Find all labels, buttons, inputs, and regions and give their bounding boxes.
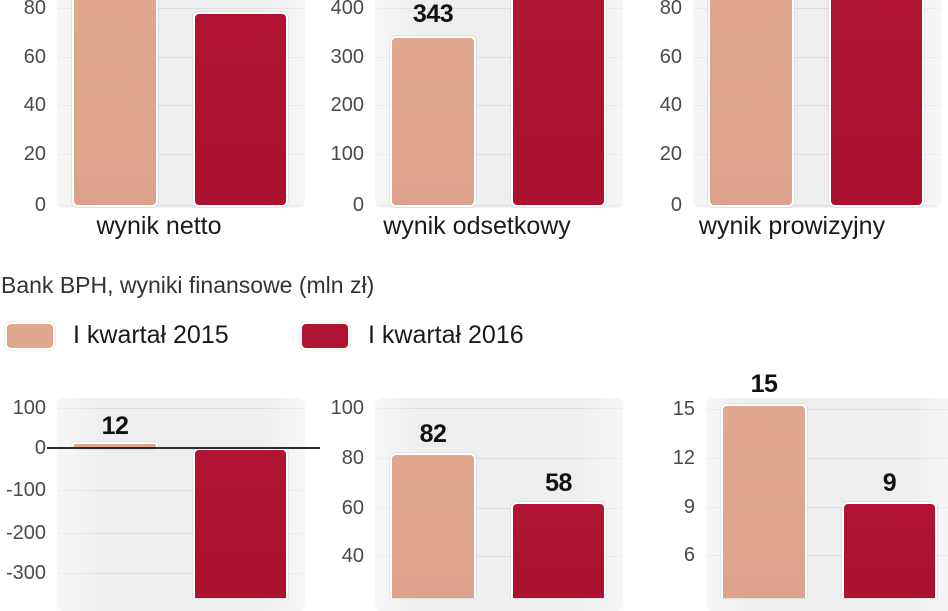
y-tick-label: 0 xyxy=(34,437,46,459)
y-tick-label: 9 xyxy=(683,496,695,518)
bar-2016 xyxy=(829,0,924,207)
gridline xyxy=(375,458,623,459)
bar-2015 xyxy=(390,36,476,207)
chart-bottom-right: 15 12 9 6 15 9 xyxy=(636,370,948,611)
y-tick-label: 20 xyxy=(659,143,682,165)
gridline xyxy=(375,205,623,206)
value-label-2015: 343 xyxy=(412,0,454,28)
gridline xyxy=(57,533,305,534)
y-tick-label: 400 xyxy=(330,0,364,19)
category-label: wynik odsetkowy xyxy=(383,212,571,240)
gridline xyxy=(375,408,623,409)
gridline xyxy=(693,205,941,206)
y-tick-label: 20 xyxy=(23,143,46,165)
page-title: Bank BPH, wyniki finansowe (mln zł) xyxy=(1,272,375,298)
chart-wynik-netto: 80 60 40 20 0 wynik netto xyxy=(0,0,318,250)
gridline xyxy=(57,205,305,206)
gridline xyxy=(706,458,948,459)
gridline xyxy=(693,8,941,9)
gridline xyxy=(57,154,305,155)
y-tick-label: 15 xyxy=(672,398,695,420)
gridline xyxy=(706,409,948,410)
legend-label-2015: I kwartał 2015 xyxy=(73,321,229,349)
chart-wynik-odsetkowy: 400 300 200 100 0 343 wynik odsetkowy xyxy=(318,0,636,250)
gridline xyxy=(57,408,305,409)
gridline xyxy=(706,507,948,508)
y-tick-label: 6 xyxy=(683,544,695,566)
legend-item-2016: I kwartał 2016 xyxy=(300,318,550,358)
legend-swatch-icon-2015 xyxy=(5,322,55,350)
gridline xyxy=(57,57,305,58)
chart-wynik-prowizyjny: 80 60 40 20 0 wynik prowizyjny xyxy=(636,0,948,250)
y-tick-label: 0 xyxy=(670,194,682,216)
y-tick-label: 100 xyxy=(330,143,364,165)
bar-2016 xyxy=(511,0,606,207)
gridline xyxy=(706,555,948,556)
value-label-2015: 12 xyxy=(101,412,129,440)
legend-item-2015: I kwartał 2015 xyxy=(5,318,255,358)
legend: I kwartał 2015 I kwartał 2016 xyxy=(0,318,600,358)
bar-2016 xyxy=(511,502,606,598)
bar-2015 xyxy=(708,0,794,207)
bar-2016 xyxy=(842,502,937,598)
value-label-2015: 15 xyxy=(750,370,778,398)
y-tick-label: 60 xyxy=(23,46,46,68)
y-tick-label: 12 xyxy=(672,447,695,469)
y-tick-label: -300 xyxy=(5,562,46,584)
y-tick-label: 40 xyxy=(23,94,46,116)
gridline xyxy=(693,154,941,155)
category-label: wynik prowizyjny xyxy=(698,212,886,240)
y-tick-label: 60 xyxy=(341,497,364,519)
gridline xyxy=(57,490,305,491)
gridline xyxy=(375,8,623,9)
gridline xyxy=(375,105,623,106)
y-tick-label: 80 xyxy=(23,0,46,19)
bar-2016 xyxy=(193,12,288,207)
value-label-2015: 82 xyxy=(419,420,447,448)
y-tick-label: 60 xyxy=(659,46,682,68)
y-tick-label: 0 xyxy=(352,194,364,216)
chart-bottom-left: 100 0 -100 -200 -300 12 xyxy=(0,380,320,611)
value-label-2016: 58 xyxy=(545,469,572,497)
category-label: wynik netto xyxy=(96,212,222,240)
y-tick-label: 40 xyxy=(659,94,682,116)
y-tick-label: 80 xyxy=(341,447,364,469)
bar-2015 xyxy=(721,404,807,598)
y-tick-label: 300 xyxy=(330,46,364,68)
y-tick-label: 0 xyxy=(34,194,46,216)
bar-2016 xyxy=(193,448,288,598)
chart-bottom-middle: 100 80 60 40 82 58 xyxy=(318,380,636,611)
gridline xyxy=(57,105,305,106)
zero-line xyxy=(47,447,320,449)
gridline xyxy=(57,8,305,9)
gridline xyxy=(57,573,305,574)
gridline xyxy=(693,57,941,58)
gridline xyxy=(693,105,941,106)
y-tick-label: 200 xyxy=(330,94,364,116)
gridline xyxy=(375,154,623,155)
value-label-2016: 9 xyxy=(882,469,897,497)
gridline xyxy=(375,556,623,557)
bar-2015 xyxy=(72,0,158,207)
y-tick-label: 100 xyxy=(330,397,364,419)
legend-swatch-icon-2016 xyxy=(300,322,350,350)
legend-label-2016: I kwartał 2016 xyxy=(368,321,524,349)
y-tick-label: 80 xyxy=(659,0,682,19)
y-tick-label: 100 xyxy=(12,397,46,419)
y-tick-label: -200 xyxy=(5,522,46,544)
gridline xyxy=(375,508,623,509)
bar-2015 xyxy=(390,453,476,598)
gridline xyxy=(375,57,623,58)
y-tick-label: 40 xyxy=(341,545,364,567)
y-tick-label: -100 xyxy=(5,479,46,501)
